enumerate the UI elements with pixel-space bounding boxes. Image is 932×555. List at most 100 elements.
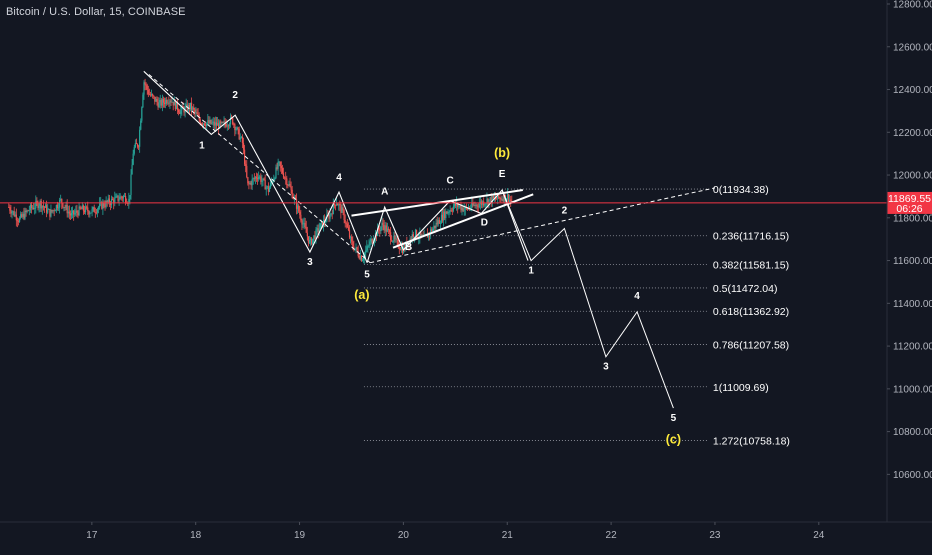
candle-body: [320, 221, 323, 224]
candle-body: [153, 95, 155, 97]
x-tick-label: 19: [294, 530, 306, 541]
candle-body: [38, 205, 40, 209]
candle-body: [183, 108, 185, 113]
candle-body: [197, 114, 199, 116]
wave-label: A: [381, 186, 388, 197]
candle-body: [173, 100, 175, 106]
y-tick-label: 11000.00: [893, 384, 932, 395]
candle-body: [359, 256, 361, 259]
candle-body: [450, 209, 452, 211]
candle-body: [414, 229, 417, 237]
candle-body: [303, 222, 305, 224]
candle-body: [242, 142, 245, 150]
candle-body: [262, 178, 264, 181]
candle-body: [14, 214, 16, 217]
candle-body: [194, 109, 196, 113]
candle-body: [231, 116, 233, 118]
candle-body: [75, 210, 77, 213]
candle-body: [200, 123, 202, 125]
fib-label: 0.5(11472.04): [713, 283, 778, 295]
candle-body: [70, 212, 73, 216]
candle-body: [41, 205, 43, 209]
candle-body: [290, 186, 292, 190]
candle-body: [167, 102, 169, 104]
wave-label: B: [405, 242, 412, 253]
candle-body: [316, 228, 318, 230]
candle-body: [103, 202, 105, 207]
fib-label: 0.618(11362.92): [713, 306, 789, 318]
candle-body: [101, 202, 103, 209]
candle-body: [317, 228, 319, 233]
candle-body: [475, 204, 477, 206]
candle-body: [117, 195, 119, 201]
candle-body: [176, 102, 179, 111]
candle-body: [150, 94, 153, 96]
candle-body: [24, 210, 26, 219]
candle-body: [28, 210, 30, 212]
candle-body: [92, 207, 94, 210]
candle-body: [301, 220, 303, 225]
candle-body: [306, 232, 308, 237]
wave-label: E: [499, 169, 506, 180]
candle-body: [280, 165, 282, 169]
candle-body: [502, 199, 504, 202]
y-axis[interactable]: 10600.00 10800.00 11000.00 11200.00 11400.00…: [886, 0, 932, 522]
candle-body: [386, 228, 388, 232]
x-tick-label: 24: [813, 530, 825, 541]
candle-body: [121, 197, 123, 199]
y-tick-label: 12200.00: [893, 128, 932, 139]
candle-body: [498, 194, 500, 198]
candle-body: [60, 198, 62, 200]
candle-body: [25, 210, 27, 212]
candle-body: [347, 227, 350, 231]
candle-body: [104, 206, 106, 207]
y-tick-label: 11200.00: [893, 342, 932, 353]
candle-body: [120, 196, 122, 198]
candle-body: [453, 203, 456, 207]
candle-body: [492, 195, 495, 199]
x-axis[interactable]: 17 18 19 20 21 22 23 24: [0, 521, 932, 541]
candle-body: [206, 122, 208, 127]
candle-body: [314, 235, 316, 240]
trendline-base-channel: [370, 187, 716, 264]
candle-body: [243, 149, 246, 165]
candle-body: [221, 122, 223, 124]
candle-body: [47, 209, 49, 213]
candle-body: [275, 167, 277, 179]
candle-body: [178, 110, 180, 113]
wave-label: (b): [494, 146, 510, 160]
candle-body: [199, 119, 201, 124]
candle-body: [396, 238, 398, 240]
candle-body: [88, 211, 90, 215]
candle-body: [10, 210, 12, 214]
candle-body: [500, 198, 502, 200]
candle-body: [388, 230, 391, 233]
candle-body: [341, 207, 343, 213]
candle-body: [51, 209, 53, 212]
candle-body: [54, 210, 56, 212]
candle-body: [22, 213, 24, 217]
candle-body: [435, 222, 437, 228]
candle-body: [208, 120, 210, 124]
candle-body: [380, 226, 382, 231]
candle-body: [50, 209, 52, 217]
candle-body: [282, 173, 285, 178]
candle-body: [446, 211, 448, 214]
candle-body: [365, 250, 367, 254]
candle-body: [503, 194, 505, 202]
candle-body: [279, 161, 281, 166]
candle-body: [148, 94, 151, 96]
candles-layer: [8, 78, 513, 264]
candle-body: [319, 223, 321, 229]
price-tag-value: 11869.55: [888, 193, 931, 205]
candle-body: [171, 101, 173, 103]
candle-body: [289, 183, 291, 187]
candle-body: [378, 227, 380, 231]
candle-body: [226, 125, 228, 127]
candle-body: [445, 211, 447, 219]
candle-body: [63, 207, 65, 208]
candle-body: [350, 236, 352, 238]
candle-body: [510, 199, 512, 201]
